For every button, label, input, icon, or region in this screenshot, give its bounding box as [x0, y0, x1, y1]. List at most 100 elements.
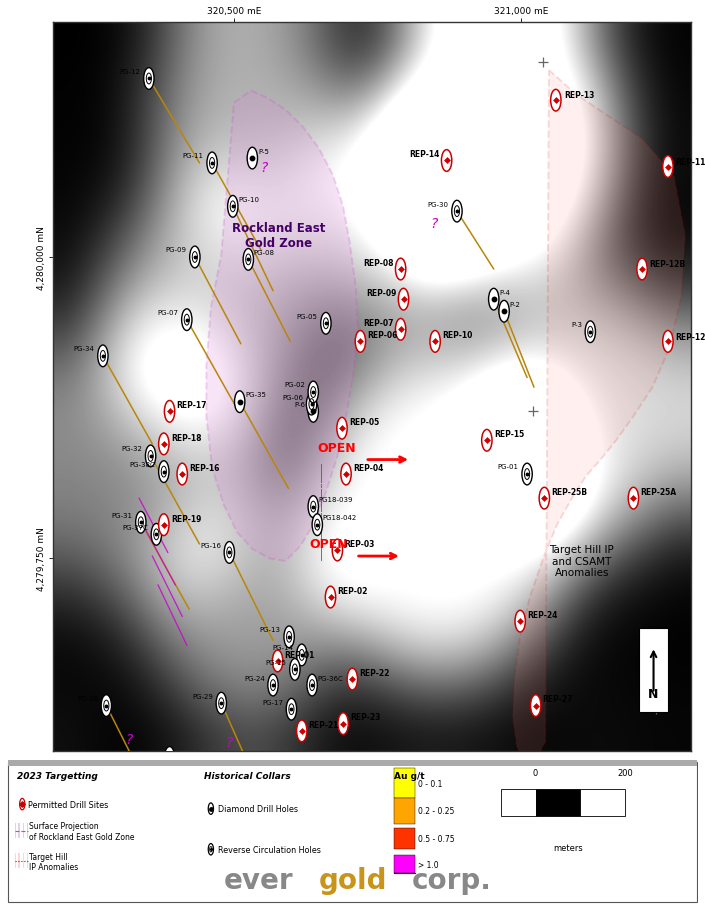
FancyBboxPatch shape [8, 761, 697, 767]
Text: Rockland East
Gold Zone: Rockland East Gold Zone [232, 222, 326, 250]
Text: PG-35: PG-35 [245, 392, 266, 398]
Circle shape [216, 692, 226, 714]
Circle shape [441, 150, 452, 172]
Text: PG-12: PG-12 [120, 69, 140, 75]
Text: REP-18: REP-18 [171, 434, 201, 442]
Circle shape [482, 430, 492, 452]
Text: P-5: P-5 [258, 148, 269, 154]
Text: P-4: P-4 [499, 290, 510, 295]
Text: PG-09: PG-09 [166, 247, 187, 253]
Text: PG-37C: PG-37C [122, 524, 148, 530]
Circle shape [98, 345, 108, 367]
Text: REP-05: REP-05 [349, 417, 379, 426]
Circle shape [159, 515, 169, 536]
Circle shape [515, 610, 525, 632]
Text: Diamond Drill Holes: Diamond Drill Holes [218, 804, 298, 814]
Circle shape [430, 332, 441, 353]
Text: PG-01: PG-01 [498, 464, 519, 470]
Text: PG-16: PG-16 [200, 542, 221, 548]
Circle shape [159, 434, 169, 456]
Text: REP-09: REP-09 [366, 289, 396, 298]
Text: REP-02: REP-02 [338, 586, 368, 595]
Circle shape [297, 721, 307, 742]
Text: REP-22: REP-22 [360, 668, 390, 677]
Text: PG-38C: PG-38C [130, 462, 156, 467]
Text: REP-10: REP-10 [442, 331, 472, 340]
Text: 0.5 - 0.75: 0.5 - 0.75 [418, 834, 455, 844]
Circle shape [338, 713, 348, 734]
FancyBboxPatch shape [639, 629, 668, 711]
Circle shape [551, 90, 561, 112]
Circle shape [531, 695, 541, 717]
Text: 0: 0 [533, 768, 538, 777]
Text: PG-28: PG-28 [0, 910, 1, 911]
Text: Surface Projection
of Rockland East Gold Zone: Surface Projection of Rockland East Gold… [29, 822, 135, 841]
Text: REP-15: REP-15 [493, 430, 524, 438]
Text: ?: ? [260, 160, 267, 174]
Text: PG-29: PG-29 [192, 693, 213, 699]
Circle shape [325, 587, 336, 609]
Circle shape [177, 464, 188, 486]
Text: corp.: corp. [412, 866, 491, 895]
Circle shape [307, 674, 317, 696]
Circle shape [637, 259, 647, 281]
FancyBboxPatch shape [8, 763, 697, 902]
Circle shape [312, 515, 322, 536]
Text: PG-07: PG-07 [157, 310, 178, 316]
Circle shape [228, 196, 238, 218]
Text: PG-06: PG-06 [282, 394, 303, 400]
Text: P-3: P-3 [571, 322, 582, 328]
Polygon shape [513, 71, 685, 770]
Text: REP-11: REP-11 [675, 158, 705, 167]
Circle shape [347, 669, 357, 691]
Circle shape [164, 401, 175, 423]
Circle shape [321, 313, 331, 334]
Text: REP-12A: REP-12A [675, 333, 705, 342]
Circle shape [585, 322, 596, 343]
Text: ?: ? [430, 217, 438, 231]
Circle shape [182, 310, 192, 332]
Circle shape [308, 382, 319, 404]
Text: PG-10: PG-10 [238, 197, 259, 202]
Text: OPEN: OPEN [317, 442, 356, 455]
Text: Target Hill
IP Anomalies: Target Hill IP Anomalies [29, 852, 78, 871]
Bar [536, 789, 580, 816]
Text: REP-21: REP-21 [309, 720, 339, 729]
Text: PG-15: PG-15 [266, 660, 286, 665]
Text: PG-32: PG-32 [121, 445, 142, 452]
Text: PG-24: PG-24 [244, 675, 264, 681]
Circle shape [151, 524, 161, 546]
Text: PG-11: PG-11 [183, 153, 204, 159]
Text: REP-07: REP-07 [363, 319, 393, 328]
Circle shape [207, 153, 217, 175]
Circle shape [297, 644, 307, 666]
Text: Historical Collars: Historical Collars [204, 771, 290, 780]
Text: REP-24: REP-24 [527, 610, 558, 619]
Circle shape [663, 157, 673, 179]
Bar [394, 855, 415, 874]
Text: Au g/t: Au g/t [394, 771, 424, 780]
Circle shape [235, 392, 245, 413]
Circle shape [144, 68, 154, 90]
Text: > 1.0: > 1.0 [418, 860, 439, 869]
Text: PG-05: PG-05 [297, 313, 317, 320]
Text: REP-04: REP-04 [353, 464, 384, 472]
Text: REP-12B: REP-12B [649, 260, 685, 269]
Circle shape [159, 461, 169, 483]
Circle shape [396, 319, 406, 341]
Text: PG-34: PG-34 [74, 346, 94, 352]
Circle shape [499, 301, 509, 322]
Circle shape [522, 464, 532, 486]
Circle shape [308, 401, 319, 423]
Text: REP-27: REP-27 [543, 695, 573, 703]
Text: REP-06: REP-06 [367, 331, 398, 340]
Circle shape [396, 259, 406, 281]
Circle shape [272, 650, 283, 672]
Text: PG-02: PG-02 [284, 382, 305, 388]
Circle shape [208, 803, 214, 814]
Circle shape [332, 539, 343, 561]
Text: PG-17: PG-17 [262, 699, 283, 705]
Text: REP-25A: REP-25A [640, 487, 677, 496]
Circle shape [341, 464, 351, 486]
Text: REP-14: REP-14 [410, 150, 440, 159]
